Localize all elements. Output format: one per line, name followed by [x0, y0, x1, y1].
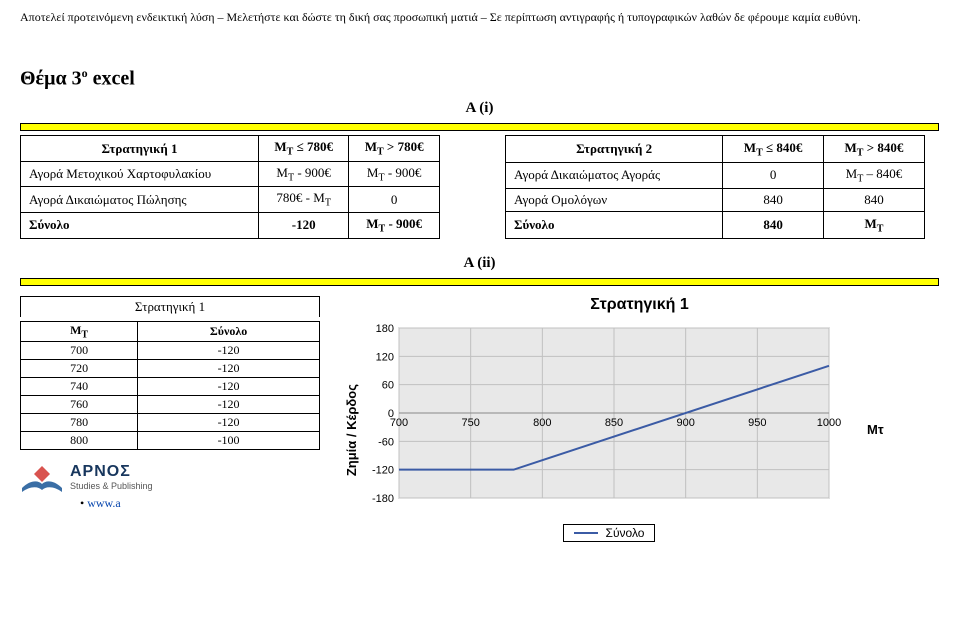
- svg-text:-120: -120: [372, 464, 394, 476]
- chart-y-label: Ζημία / Κέρδος: [340, 384, 359, 476]
- table-row: Αγορά Δικαιώματος Πώλησης780€ - MT0: [21, 187, 440, 213]
- table-row: 780-120: [21, 414, 320, 432]
- logo-name: ΑΡΝΟΣ: [70, 463, 153, 481]
- table-row: Στρατηγική 2MT ≤ 840€MT > 840€: [506, 136, 925, 162]
- svg-text:-180: -180: [372, 493, 394, 505]
- tables-row: Στρατηγική 1MT ≤ 780€MT > 780€ Αγορά Μετ…: [20, 135, 939, 238]
- yellow-bar-2: [20, 278, 939, 286]
- label-a-i: A (i): [20, 100, 939, 117]
- svg-text:-60: -60: [378, 436, 394, 448]
- table-row: MTΣύνολο: [21, 321, 320, 341]
- table-row: Αγορά Μετοχικού ΧαρτοφυλακίουMT - 900€MT…: [21, 161, 440, 187]
- logo-tagline: Studies & Publishing: [70, 481, 153, 491]
- yellow-bar-1: [20, 123, 939, 131]
- table-row: 800-100: [21, 432, 320, 450]
- table-row: Αγορά Ομολόγων840840: [506, 188, 925, 212]
- logo: ΑΡΝΟΣ Studies & Publishing: [20, 460, 320, 494]
- label-a-ii: A (ii): [20, 255, 939, 272]
- chart-legend: Σύνολο: [563, 524, 656, 542]
- svg-text:850: 850: [605, 417, 623, 429]
- table-row: 740-120: [21, 378, 320, 396]
- svg-text:900: 900: [676, 417, 694, 429]
- table-row: 720-120: [21, 360, 320, 378]
- table-row: 700-120: [21, 342, 320, 360]
- svg-text:60: 60: [382, 379, 394, 391]
- strategy-1-table: Στρατηγική 1MT ≤ 780€MT > 780€ Αγορά Μετ…: [20, 135, 440, 238]
- section-title: Θέμα 3ο excel: [20, 66, 939, 91]
- svg-text:950: 950: [748, 417, 766, 429]
- small-table-title: Στρατηγική 1: [20, 296, 320, 317]
- table-row: Αγορά Δικαιώματος Αγοράς0MT – 840€: [506, 162, 925, 188]
- table-row: Στρατηγική 1MT ≤ 780€MT > 780€: [21, 136, 440, 162]
- svg-text:750: 750: [461, 417, 479, 429]
- chart-x-caption: Μτ: [867, 422, 884, 437]
- svg-text:800: 800: [533, 417, 551, 429]
- link-text[interactable]: www.a: [80, 496, 320, 511]
- svg-text:180: 180: [376, 323, 394, 335]
- disclaimer-text: Αποτελεί προτεινόμενη ενδεικτική λύση – …: [20, 10, 939, 26]
- table-row: Σύνολο840MT: [506, 212, 925, 238]
- strategy-2-table: Στρατηγική 2MT ≤ 840€MT > 840€ Αγορά Δικ…: [505, 135, 925, 238]
- small-table: MTΣύνολο 700-120 720-120 740-120 760-120…: [20, 321, 320, 450]
- svg-text:120: 120: [376, 351, 394, 363]
- legend-line-icon: [574, 532, 598, 534]
- svg-text:700: 700: [390, 417, 408, 429]
- table-row: 760-120: [21, 396, 320, 414]
- mt-le-780: MT ≤ 780€: [274, 139, 333, 154]
- table-row: Σύνολο-120MT - 900€: [21, 213, 440, 239]
- chart-area: Στρατηγική 1 Ζημία / Κέρδος -180-120-600…: [340, 296, 939, 542]
- line-chart: -180-120-6006012018070075080085090095010…: [359, 318, 859, 518]
- book-logo-icon: [20, 460, 64, 494]
- chart-title: Στρατηγική 1: [340, 296, 939, 314]
- svg-text:1000: 1000: [817, 417, 841, 429]
